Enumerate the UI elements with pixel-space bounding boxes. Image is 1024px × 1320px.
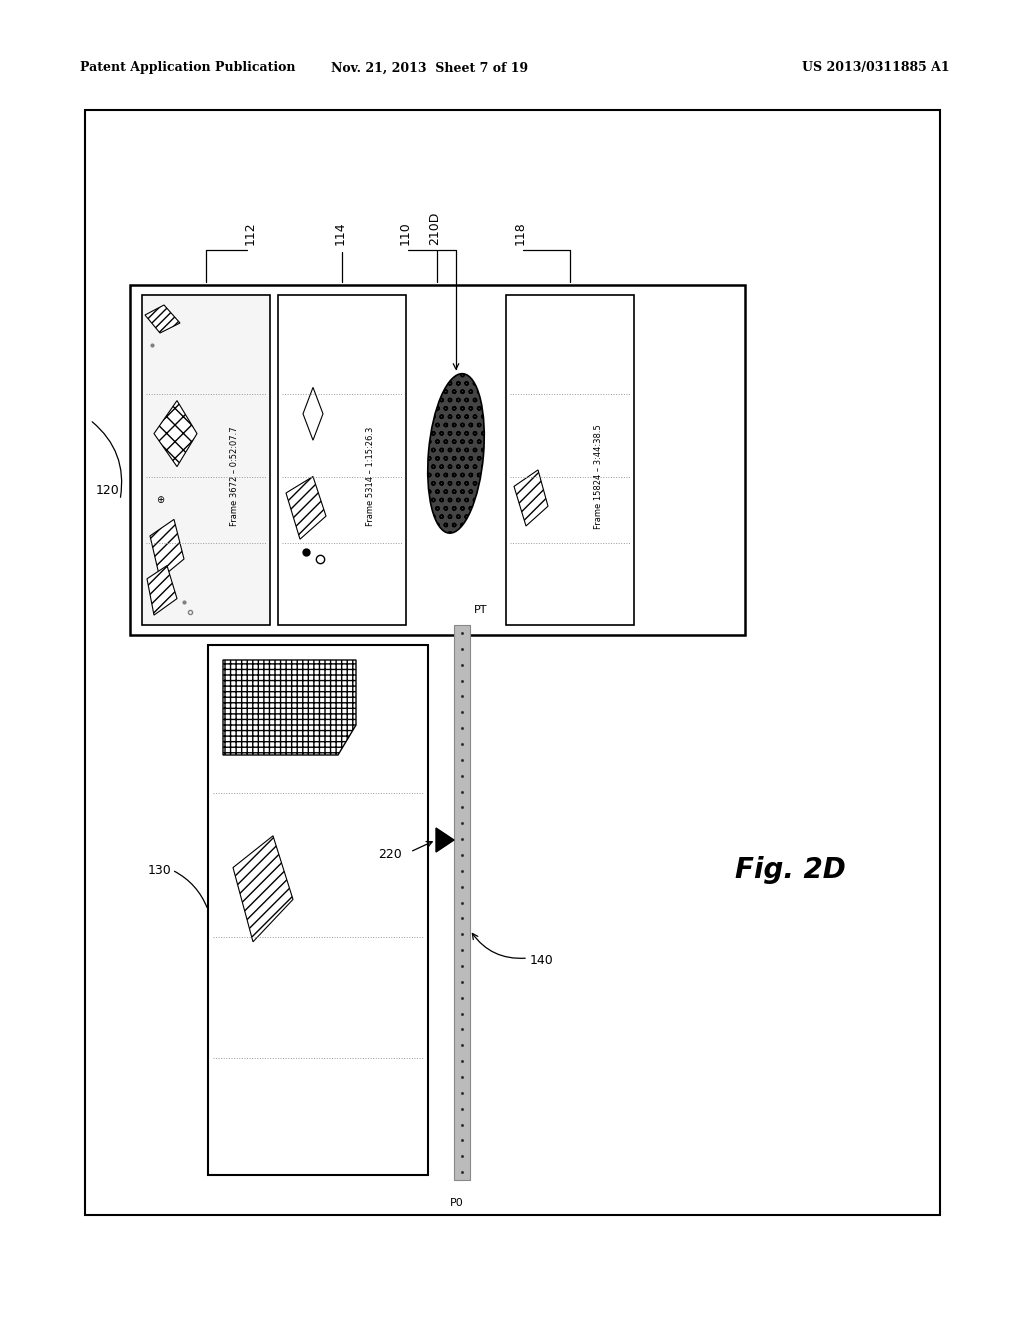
Text: 140: 140 [530,953,554,966]
Bar [278,294,406,624]
Bar [130,285,745,635]
Text: 114: 114 [334,222,346,246]
Polygon shape [286,477,326,539]
Polygon shape [150,519,184,578]
Text: 120: 120 [96,483,120,496]
Ellipse shape [428,374,484,533]
Polygon shape [233,836,293,941]
Text: ⊕: ⊕ [156,495,164,504]
Polygon shape [154,400,197,466]
Bar [208,645,428,1175]
Text: Frame 15824 – 3:44:38.5: Frame 15824 – 3:44:38.5 [594,424,603,529]
Bar [454,624,470,1180]
Text: US 2013/0311885 A1: US 2013/0311885 A1 [803,62,950,74]
Polygon shape [147,565,177,615]
Text: 130: 130 [148,863,172,876]
Text: 112: 112 [244,222,256,246]
Text: Nov. 21, 2013  Sheet 7 of 19: Nov. 21, 2013 Sheet 7 of 19 [332,62,528,74]
Text: Frame 5314 – 1:15:26.3: Frame 5314 – 1:15:26.3 [366,426,375,527]
Polygon shape [436,828,454,851]
Text: 220: 220 [378,849,401,862]
Polygon shape [514,470,548,525]
Bar [506,294,634,624]
Text: P0: P0 [451,1199,464,1208]
Text: 118: 118 [513,222,526,246]
Bar [142,294,270,624]
Polygon shape [223,660,356,755]
Text: 210D: 210D [428,211,441,246]
Text: PT: PT [474,605,487,615]
Text: 110: 110 [398,222,412,246]
Text: Frame 3672 – 0:52:07.7: Frame 3672 – 0:52:07.7 [229,426,239,527]
Text: Fig. 2D: Fig. 2D [734,855,846,884]
Bar [85,110,940,1214]
Polygon shape [145,305,180,333]
Text: Patent Application Publication: Patent Application Publication [80,62,296,74]
